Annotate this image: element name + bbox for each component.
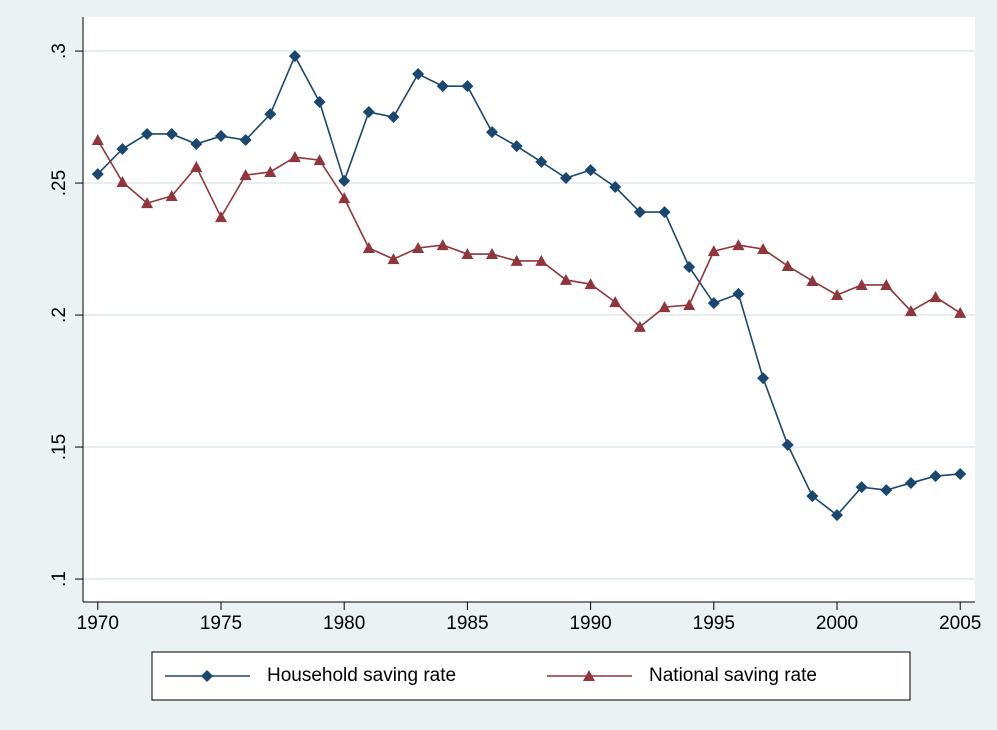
marker xyxy=(486,248,499,260)
marker xyxy=(831,509,844,522)
marker xyxy=(683,260,696,273)
marker xyxy=(362,241,375,253)
marker xyxy=(412,68,425,81)
marker xyxy=(904,305,917,317)
marker xyxy=(535,155,548,168)
marker xyxy=(387,253,400,265)
marker xyxy=(165,127,178,140)
legend-box xyxy=(151,651,911,701)
marker xyxy=(757,243,770,255)
marker xyxy=(91,134,104,146)
marker xyxy=(239,134,252,147)
marker xyxy=(510,254,523,266)
marker xyxy=(165,189,178,201)
marker xyxy=(461,248,474,260)
y-tick-label: .15 xyxy=(49,434,70,460)
marker xyxy=(338,174,351,187)
marker xyxy=(559,172,572,185)
marker xyxy=(201,670,213,682)
marker xyxy=(658,206,671,219)
x-tick-label: 1995 xyxy=(693,613,735,634)
marker xyxy=(461,80,474,93)
marker xyxy=(338,192,351,204)
x-tick-label: 2005 xyxy=(939,613,981,634)
marker xyxy=(91,168,104,181)
marker xyxy=(904,476,917,489)
marker xyxy=(929,470,942,483)
marker xyxy=(387,111,400,124)
marker xyxy=(436,80,449,93)
marker xyxy=(683,299,696,311)
y-tick-label: .2 xyxy=(49,307,70,323)
marker xyxy=(486,126,499,139)
marker xyxy=(559,273,572,285)
plot-area xyxy=(83,17,975,602)
marker xyxy=(141,127,154,140)
marker xyxy=(141,197,154,209)
marker xyxy=(633,206,646,219)
marker xyxy=(264,108,277,121)
marker xyxy=(658,301,671,313)
marker xyxy=(313,154,326,166)
legend-label: Household saving rate xyxy=(267,665,456,686)
marker xyxy=(732,287,745,300)
marker xyxy=(757,372,770,385)
marker xyxy=(855,481,868,494)
x-tick-label: 1990 xyxy=(569,613,611,634)
marker xyxy=(288,50,301,63)
marker xyxy=(214,130,227,143)
marker xyxy=(633,320,646,332)
marker xyxy=(510,140,523,153)
marker xyxy=(264,165,277,177)
marker xyxy=(239,169,252,181)
marker xyxy=(855,278,868,290)
x-tick-label: 2000 xyxy=(816,613,858,634)
marker xyxy=(190,137,203,150)
y-tick-label: .1 xyxy=(49,571,70,587)
x-tick-label: 1980 xyxy=(323,613,365,634)
marker xyxy=(732,239,745,251)
marker xyxy=(116,142,129,155)
marker xyxy=(831,288,844,300)
marker xyxy=(781,438,794,451)
marker xyxy=(806,274,819,286)
x-tick-label: 1975 xyxy=(200,613,242,634)
marker xyxy=(806,490,819,503)
marker xyxy=(609,181,622,194)
marker xyxy=(707,245,720,257)
marker xyxy=(584,164,597,177)
marker xyxy=(214,211,227,223)
marker xyxy=(707,297,720,310)
marker xyxy=(929,291,942,303)
marker xyxy=(583,670,595,681)
x-tick-label: 1985 xyxy=(446,613,488,634)
legend-label: National saving rate xyxy=(649,665,817,686)
marker xyxy=(880,278,893,290)
marker xyxy=(609,296,622,308)
marker xyxy=(954,306,967,318)
marker xyxy=(288,151,301,163)
marker xyxy=(781,259,794,271)
y-tick-label: .25 xyxy=(49,170,70,196)
x-tick-label: 1970 xyxy=(77,613,119,634)
marker xyxy=(362,106,375,119)
marker xyxy=(436,239,449,251)
marker xyxy=(954,467,967,480)
y-tick-label: .3 xyxy=(49,43,70,59)
marker xyxy=(880,484,893,497)
marker xyxy=(584,278,597,290)
marker xyxy=(535,254,548,266)
marker xyxy=(116,175,129,187)
marker xyxy=(313,96,326,109)
marker xyxy=(412,241,425,253)
marker xyxy=(190,160,203,172)
